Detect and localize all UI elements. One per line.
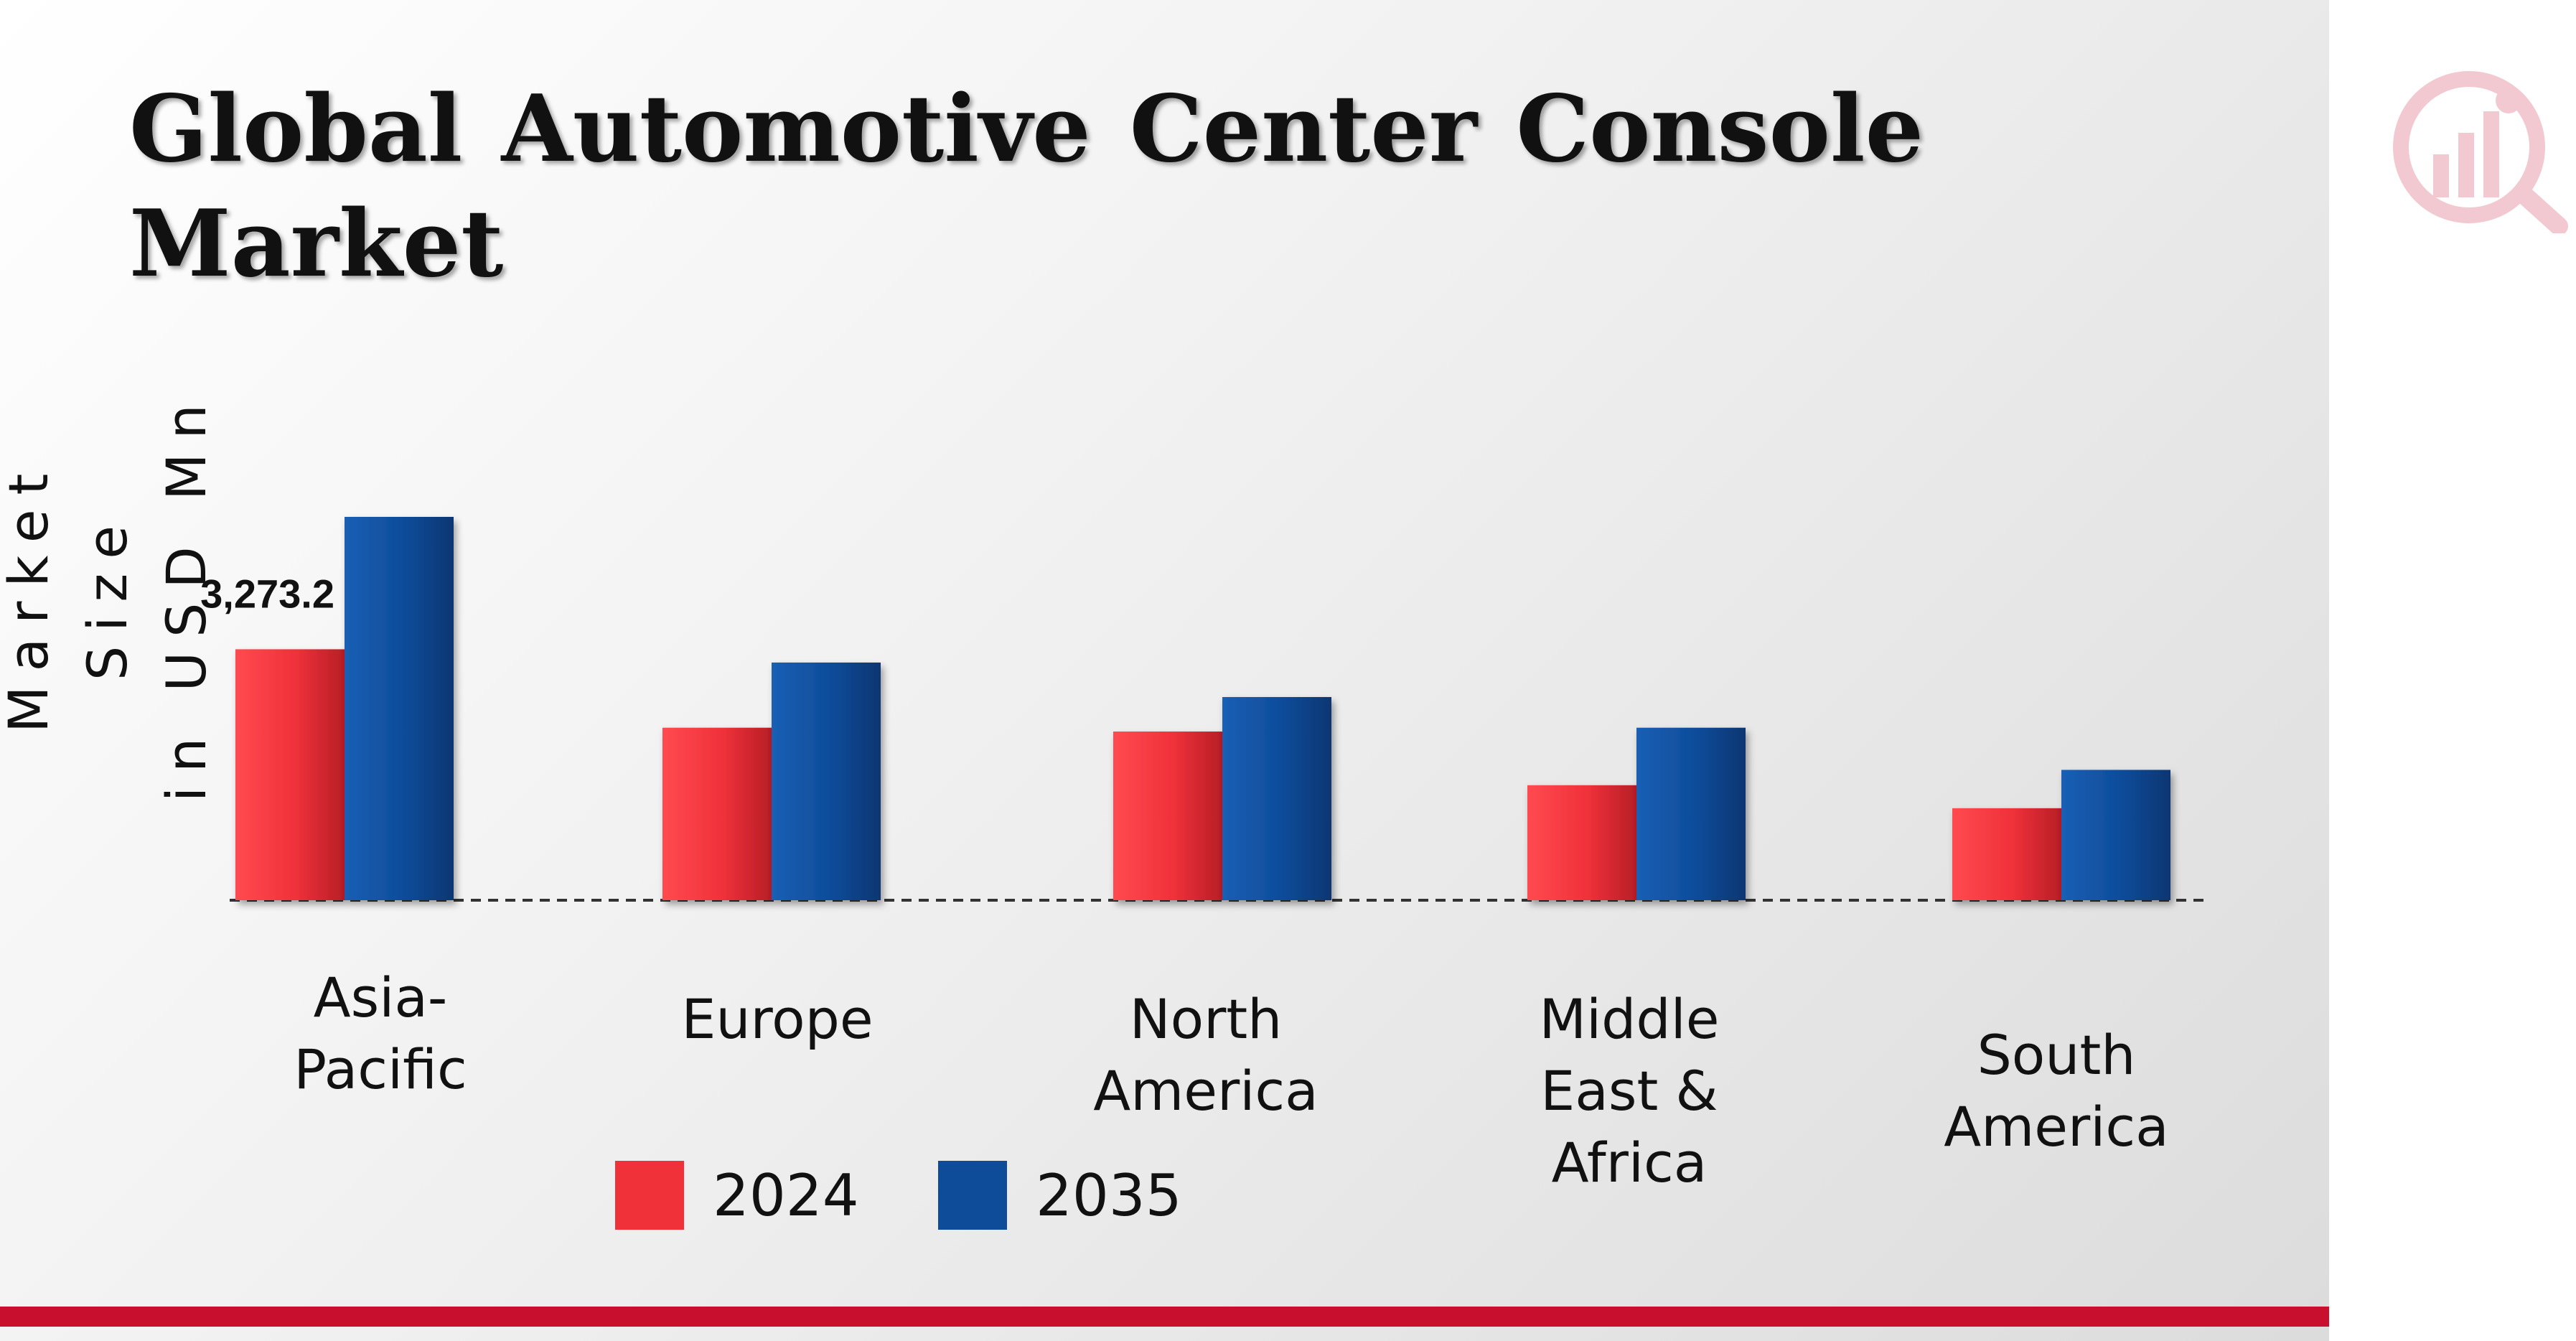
bottom-accent-rule (0, 1307, 2329, 1327)
bar-2035-europe (772, 662, 881, 900)
category-label-middle-east-africa: Middle East & Africa (1539, 987, 1720, 1195)
category-label-europe: Europe (681, 987, 874, 1051)
bar-2024-south-america (1952, 808, 2061, 900)
data-label-2024-asia-pacific: 3,273.2 (200, 571, 334, 616)
legend-swatch-2024 (615, 1161, 684, 1230)
bar-2024-europe (662, 727, 772, 900)
bar-2035-south-america (2061, 770, 2170, 900)
bar-2024-north-america (1113, 732, 1222, 900)
bar-2024-asia-pacific (235, 649, 345, 900)
market-research-logo-icon (2393, 71, 2568, 233)
bar-2024-middle-east-africa (1527, 785, 1636, 900)
bar-2035-asia-pacific (345, 517, 454, 900)
legend-label-2035: 2035 (1036, 1162, 1182, 1229)
category-label-asia-pacific: Asia-Pacific (294, 966, 467, 1101)
category-label-south-america: South America (1944, 1023, 2169, 1159)
bar-2035-middle-east-africa (1636, 727, 1746, 900)
chart-title: Global Automotive Center Console Market (129, 75, 1924, 298)
category-label-north-america: North America (1093, 987, 1319, 1123)
legend-swatch-2035 (938, 1161, 1007, 1230)
bar-2035-north-america (1222, 696, 1331, 900)
legend-item-2035: 2035 (938, 1159, 1182, 1231)
legend-label-2024: 2024 (713, 1162, 859, 1229)
legend-item-2024: 2024 (615, 1159, 859, 1231)
